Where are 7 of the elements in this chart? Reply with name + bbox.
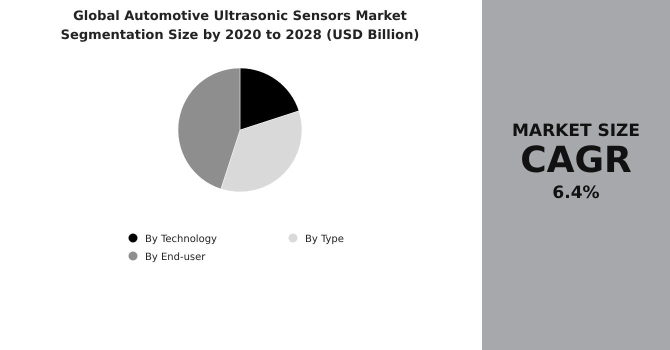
- legend-label: By Technology: [145, 234, 218, 245]
- chart-title: Global Automotive Ultrasonic Sensors Market Segmentation Size by 2020 to 2028 (USD Billion): [60, 9, 420, 43]
- legend-label: By End-user: [145, 252, 206, 263]
- text: 6.4%: [552, 183, 600, 203]
- text: CAGR: [520, 140, 632, 181]
- legend-label: By Type: [305, 234, 344, 245]
- text: MARKET SIZE: [512, 121, 640, 141]
